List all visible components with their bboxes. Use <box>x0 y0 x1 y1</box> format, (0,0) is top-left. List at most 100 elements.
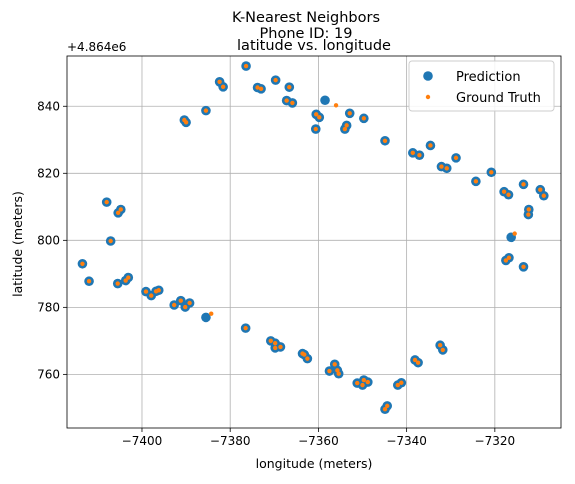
ground-truth-point <box>444 166 449 171</box>
y-axis-ticks: 760 780 800 820 840 <box>37 99 67 381</box>
ground-truth-point <box>506 255 512 260</box>
ground-truth-point <box>335 368 340 373</box>
ground-truth-point <box>156 288 161 293</box>
ground-truth-point <box>217 79 222 85</box>
ground-truth-point <box>506 192 511 197</box>
ground-truth-point <box>521 264 526 269</box>
ground-truth-point <box>382 138 388 143</box>
ground-truth-point <box>437 343 443 348</box>
ground-truth-point <box>417 153 422 158</box>
ground-truth-point <box>503 258 509 263</box>
ground-truth-point <box>327 368 332 374</box>
ground-truth-point <box>355 380 360 386</box>
x-tick-label: −7340 <box>386 434 427 448</box>
y-axis-label: latitude (meters) <box>10 191 25 297</box>
legend: Prediction Ground Truth <box>408 60 555 112</box>
ground-truth-point <box>220 84 226 90</box>
ground-truth-point <box>183 304 188 310</box>
x-axis-label: longitude (meters) <box>256 456 373 471</box>
ground-truth-point <box>287 84 292 90</box>
legend-marker-ground-truth <box>425 94 431 100</box>
x-tick-label: −7320 <box>475 434 516 448</box>
ground-truth-point <box>273 77 278 83</box>
legend-marker-prediction <box>423 71 433 81</box>
ground-truth-point <box>521 182 526 187</box>
ground-truth-point <box>108 238 113 244</box>
chart-title-line-2: Phone ID: 19 <box>260 26 353 42</box>
ground-truth-point <box>501 189 507 194</box>
ground-truth-point <box>473 179 479 184</box>
ground-truth-point <box>361 116 367 121</box>
x-tick-label: −7380 <box>210 434 251 448</box>
ground-truth-point <box>178 298 183 303</box>
ground-truth-point <box>143 289 149 294</box>
ground-truth-point <box>278 344 283 350</box>
ground-truth-point <box>489 170 494 175</box>
ground-truth-point <box>385 403 390 409</box>
plot-frame <box>66 55 562 429</box>
ground-truth-point <box>284 98 289 103</box>
ground-truth-point <box>305 356 310 361</box>
ground-truth-point <box>268 338 273 344</box>
y-tick-label: 820 <box>37 166 60 180</box>
y-tick-label: 840 <box>37 99 60 113</box>
prediction-points <box>77 61 549 415</box>
ground-truth-point <box>453 155 459 161</box>
ground-truth-point <box>290 100 295 106</box>
ground-truth-point <box>258 86 264 92</box>
ground-truth-point <box>314 112 319 117</box>
ground-truth-point <box>171 302 177 308</box>
ground-truth-point <box>332 362 337 367</box>
ground-truth-point <box>399 380 404 385</box>
y-tick-label: 780 <box>37 300 60 314</box>
y-tick-label: 760 <box>37 367 60 381</box>
ground-truth-point <box>342 126 348 132</box>
ground-truth-point <box>395 382 401 388</box>
ground-truth-point <box>115 281 120 286</box>
ground-truth-point <box>313 126 318 132</box>
ground-truth-point <box>360 382 365 388</box>
y-offset-text: +4.864e6 <box>67 40 126 54</box>
ground-truth-point <box>243 63 249 69</box>
ground-truth-point <box>541 193 546 198</box>
chart-subtitle: latitude vs. longitude <box>237 38 391 54</box>
x-tick-label: −7360 <box>298 434 339 448</box>
ground-truth-point <box>86 279 92 284</box>
ground-truth-point <box>382 407 388 412</box>
ground-truth-point <box>272 345 278 351</box>
ground-truth-point <box>412 357 418 363</box>
y-tick-label: 800 <box>37 233 60 247</box>
ground-truth-point <box>365 379 371 385</box>
ground-truth-point <box>440 347 445 353</box>
ground-truth-point <box>439 164 444 169</box>
ground-truth-point <box>512 231 517 236</box>
x-axis-ticks: −7400 −7380 −7360 −7340 −7320 <box>122 428 515 448</box>
ground-truth-point <box>344 123 349 128</box>
ground-truth-point <box>126 275 131 280</box>
chart-title-line-1: K-Nearest Neighbors <box>232 10 380 26</box>
ground-truth-point <box>272 341 278 346</box>
legend-label-ground-truth: Ground Truth <box>456 91 541 106</box>
ground-truth-point <box>187 300 192 306</box>
ground-truth-point <box>336 371 341 376</box>
ground-truth-point <box>203 108 209 113</box>
ground-truth-point <box>123 278 128 283</box>
ground-truth-point <box>302 352 307 357</box>
ground-truth-point <box>80 261 85 266</box>
x-tick-label: −7400 <box>122 434 163 448</box>
legend-label-prediction: Prediction <box>456 70 521 85</box>
ground-truth-point <box>526 207 532 212</box>
ground-truth-point <box>428 143 433 148</box>
prediction-point <box>201 312 211 323</box>
ground-truth-point <box>183 120 189 125</box>
ground-truth-point <box>317 115 322 120</box>
ground-truth-point <box>538 187 543 192</box>
ground-truth-point <box>415 360 421 365</box>
ground-truth-point <box>410 150 415 156</box>
ground-truth-point <box>115 210 121 216</box>
grid-lines <box>67 56 561 428</box>
ground-truth-point <box>361 377 367 383</box>
ground-truth-point <box>526 212 531 217</box>
prediction-point <box>320 95 330 106</box>
